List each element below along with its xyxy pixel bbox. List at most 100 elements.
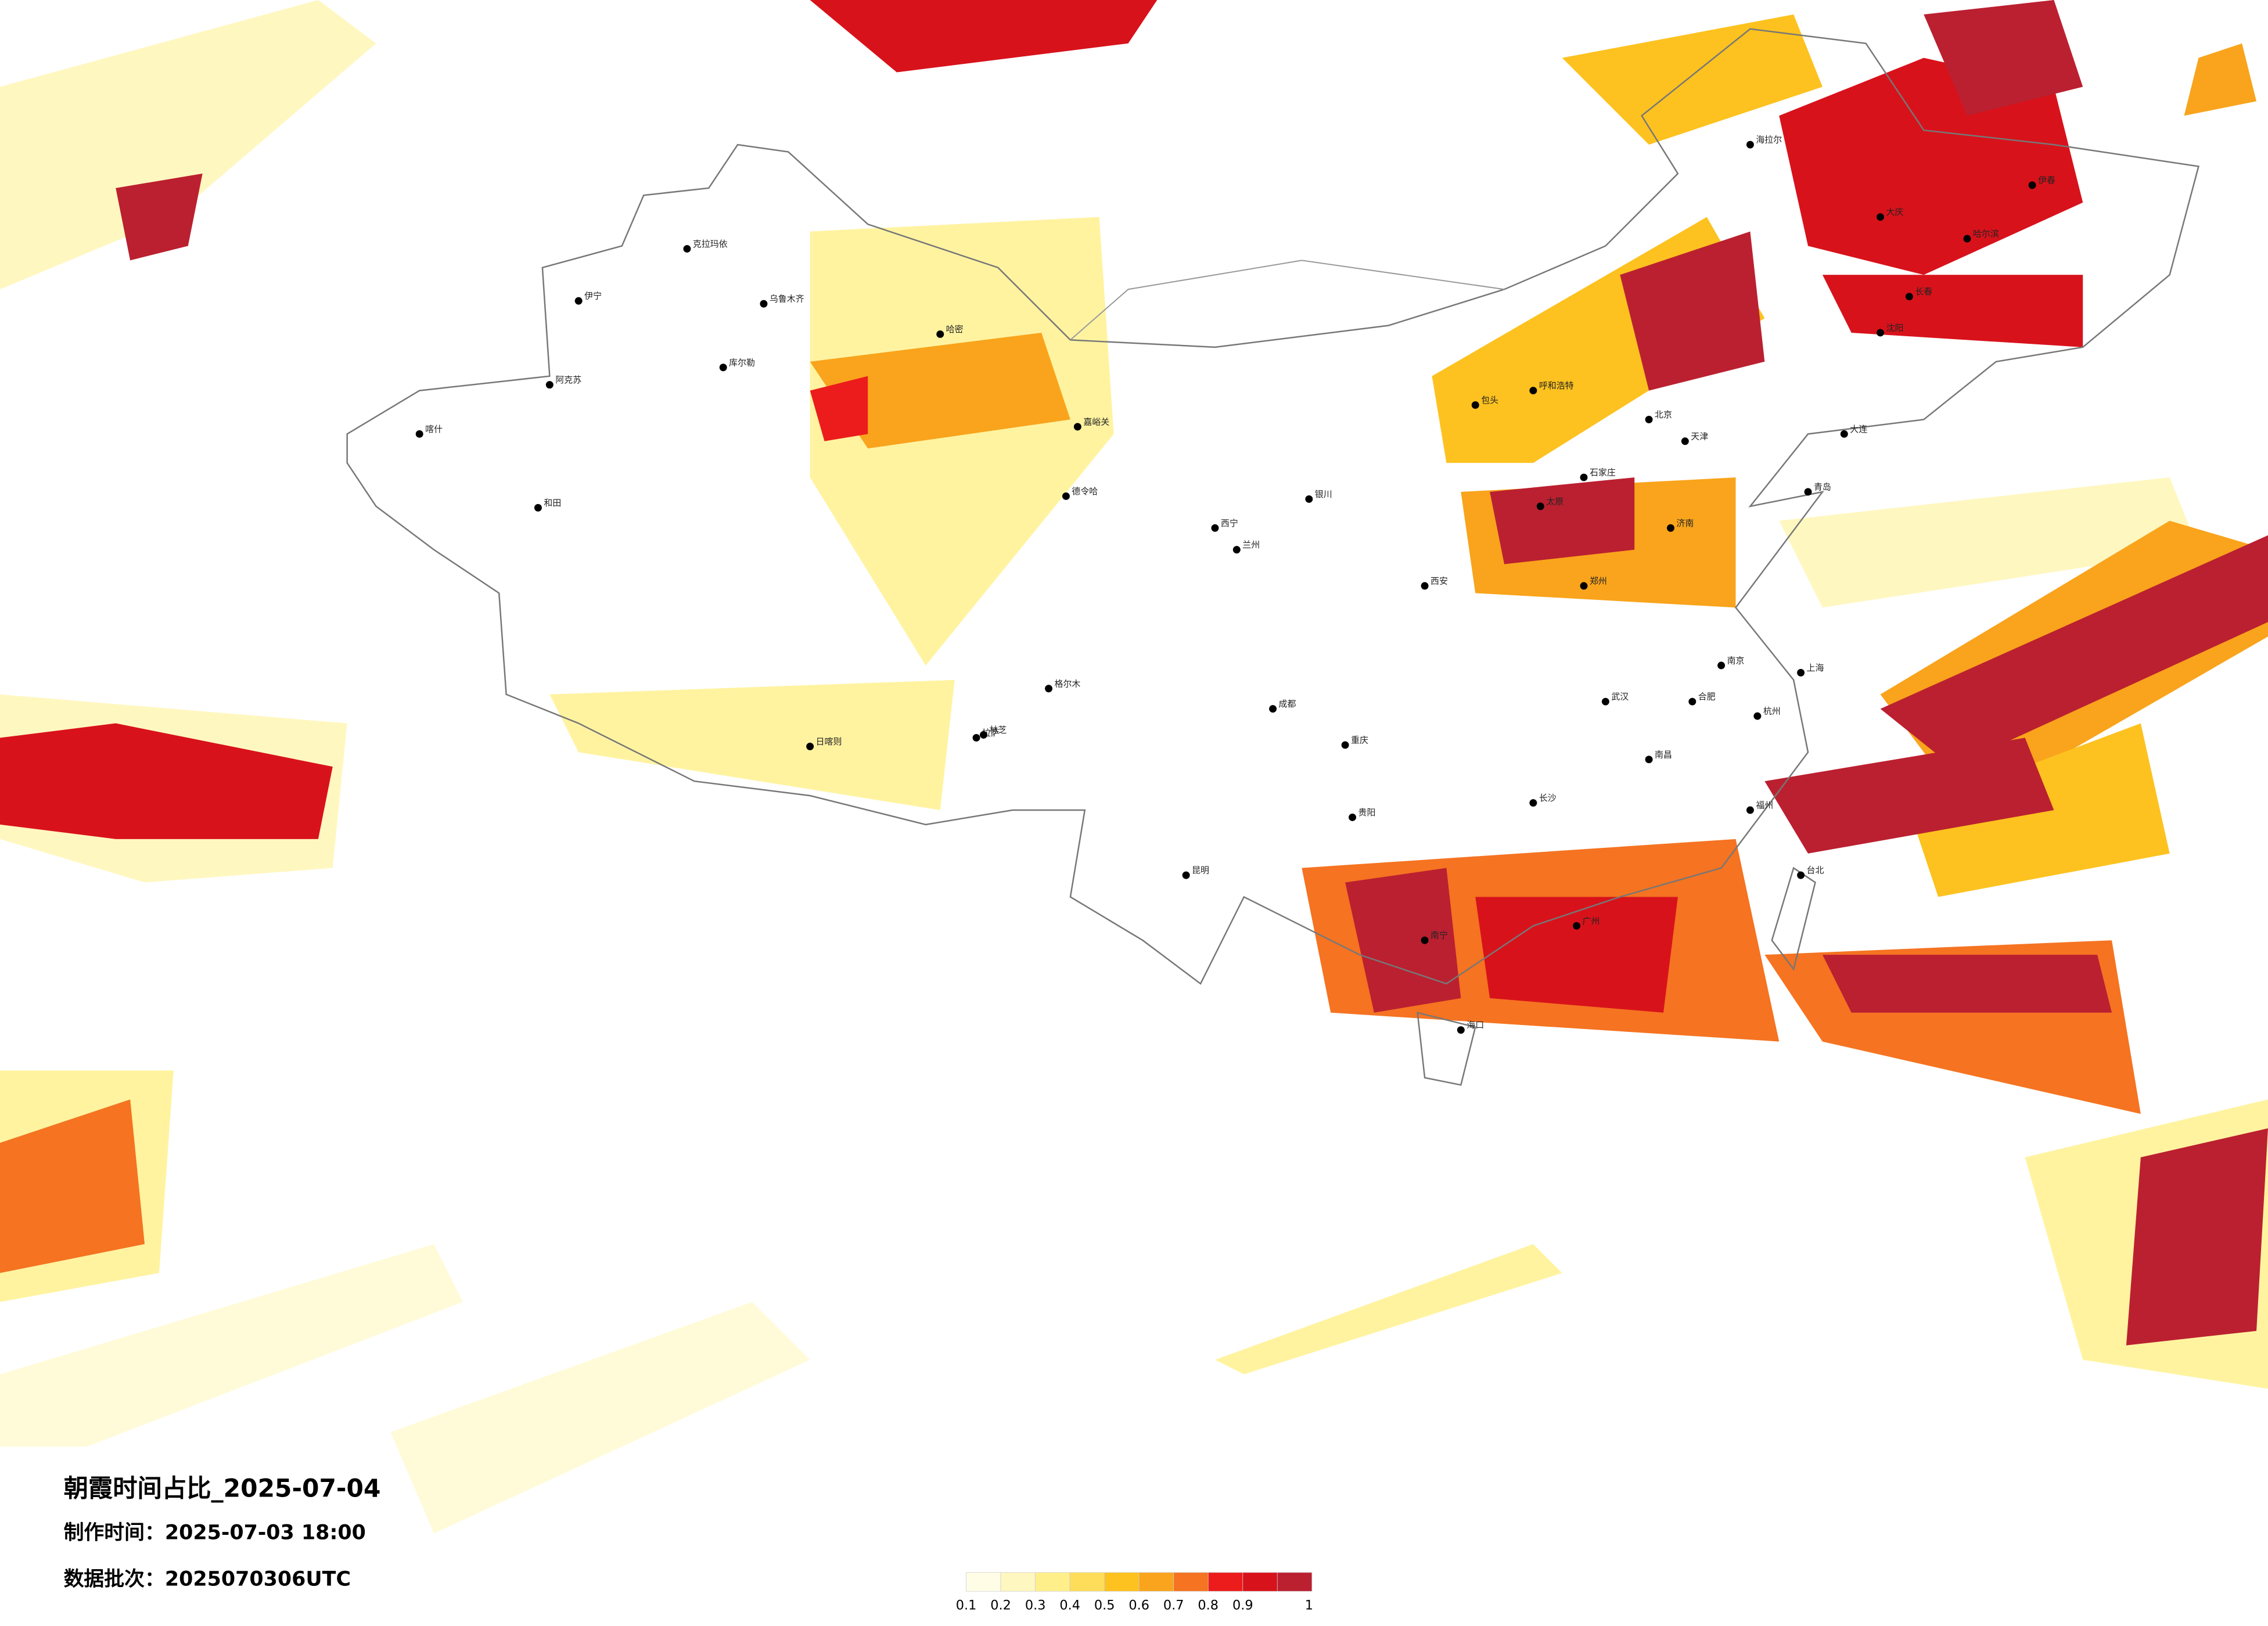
city-label: 南昌 — [1655, 749, 1672, 760]
city-label: 青岛 — [1814, 482, 1831, 492]
batch: 数据批次：2025070306UTC — [64, 1567, 351, 1591]
city-dot — [1573, 922, 1581, 930]
country-border — [346, 28, 2200, 985]
haze — [0, 1244, 463, 1447]
city-dot — [1457, 1026, 1465, 1034]
haze — [549, 679, 955, 811]
cloud — [0, 1099, 145, 1274]
city-label: 哈尔滨 — [1973, 229, 1999, 239]
city-dot — [1305, 495, 1313, 503]
city-label: 合肥 — [1698, 692, 1716, 702]
city-dot — [2028, 181, 2036, 189]
city-label: 大连 — [1850, 424, 1867, 434]
cloud — [1620, 231, 1765, 391]
city-label: 大庆 — [1886, 207, 1904, 217]
city-label: 库尔勒 — [729, 357, 755, 368]
city-label: 阿克苏 — [555, 375, 581, 385]
city-dot — [1746, 141, 1754, 149]
city-label: 福州 — [1756, 800, 1773, 811]
city-label: 广州 — [1583, 916, 1600, 926]
city-label: 伊宁 — [584, 291, 602, 301]
city-label: 嘉峪关 — [1083, 416, 1109, 427]
city-label: 太原 — [1546, 496, 1563, 506]
city-label: 武汉 — [1611, 692, 1629, 702]
city-dot — [1877, 213, 1885, 221]
city-dot — [1349, 813, 1357, 821]
city-dot — [806, 742, 814, 750]
city-dot — [980, 731, 987, 739]
city-dot — [1421, 936, 1429, 944]
city-label: 伊春 — [2038, 175, 2055, 185]
city-dot — [1269, 705, 1277, 713]
city-label: 南宁 — [1430, 930, 1448, 941]
city-label: 银川 — [1315, 489, 1332, 499]
city-dot — [1073, 423, 1081, 431]
city-label: 杭州 — [1763, 706, 1781, 717]
city-label: 哈密 — [946, 324, 964, 334]
city-dot — [1045, 685, 1053, 693]
city-dot — [574, 297, 583, 305]
haze — [1779, 477, 2199, 608]
cloud — [1562, 14, 1823, 145]
city-label: 南京 — [1727, 655, 1745, 665]
city-label: 格尔木 — [1055, 678, 1081, 689]
cloud — [1345, 868, 1461, 1013]
city-dot — [1580, 473, 1588, 481]
city-dot — [1580, 582, 1588, 590]
haze — [810, 217, 1114, 665]
city-label: 喀什 — [425, 424, 443, 434]
city-dot — [683, 244, 691, 253]
city-dot — [1232, 546, 1241, 554]
city-label: 呼和浩特 — [1539, 380, 1574, 391]
city-label: 兰州 — [1242, 539, 1260, 550]
cloud — [1490, 477, 1635, 564]
city-label: 乌鲁木齐 — [770, 294, 804, 304]
cloud — [0, 723, 333, 839]
city-label: 西宁 — [1221, 518, 1238, 528]
city-dot — [1182, 871, 1190, 879]
city-dot — [415, 430, 423, 438]
cloud — [2184, 43, 2257, 116]
city-label: 郑州 — [1590, 575, 1607, 586]
cloud — [1764, 738, 2054, 854]
colorbar-swatch — [1242, 1572, 1278, 1592]
city-label: 济南 — [1676, 518, 1694, 528]
colorbar-tick-label: 0.3 — [1025, 1598, 1046, 1613]
city-label: 重庆 — [1351, 735, 1368, 745]
city-label: 北京 — [1655, 409, 1672, 420]
city-dot — [719, 364, 727, 372]
city-label: 长春 — [1915, 286, 1932, 297]
colorbar-tick-label: 0.8 — [1198, 1598, 1219, 1613]
cloud — [810, 332, 1070, 449]
island-border — [1771, 866, 1816, 971]
city-label: 天津 — [1691, 431, 1708, 441]
city-dot — [1645, 415, 1653, 423]
city-dot — [1341, 741, 1349, 749]
colorbar-tick-label: 0.1 — [956, 1598, 977, 1613]
city-label: 沈阳 — [1886, 322, 1904, 333]
city-label: 和田 — [544, 498, 561, 508]
city-label: 德令哈 — [1072, 486, 1098, 497]
cloud — [1822, 955, 2112, 1013]
city-dot — [1797, 668, 1805, 677]
city-dot — [1529, 799, 1537, 807]
city-dot — [1717, 661, 1726, 670]
city-dot — [1797, 871, 1805, 879]
cloud — [810, 376, 868, 441]
cloud — [1779, 57, 2083, 275]
city-label: 海口 — [1467, 1020, 1484, 1030]
cloud — [1475, 897, 1678, 1013]
city-dot — [534, 503, 542, 512]
city-dot — [1529, 387, 1537, 395]
city-dot — [1746, 806, 1754, 814]
colorbar-tick-label: 0.5 — [1094, 1598, 1115, 1613]
city-dot — [1877, 329, 1885, 337]
city-label: 上海 — [1807, 663, 1824, 673]
island-border — [1417, 1012, 1476, 1086]
city-dot — [760, 300, 768, 308]
colorbar-swatch — [1277, 1572, 1313, 1592]
city-label: 西安 — [1430, 575, 1448, 586]
colorbar-swatch — [1104, 1572, 1140, 1592]
